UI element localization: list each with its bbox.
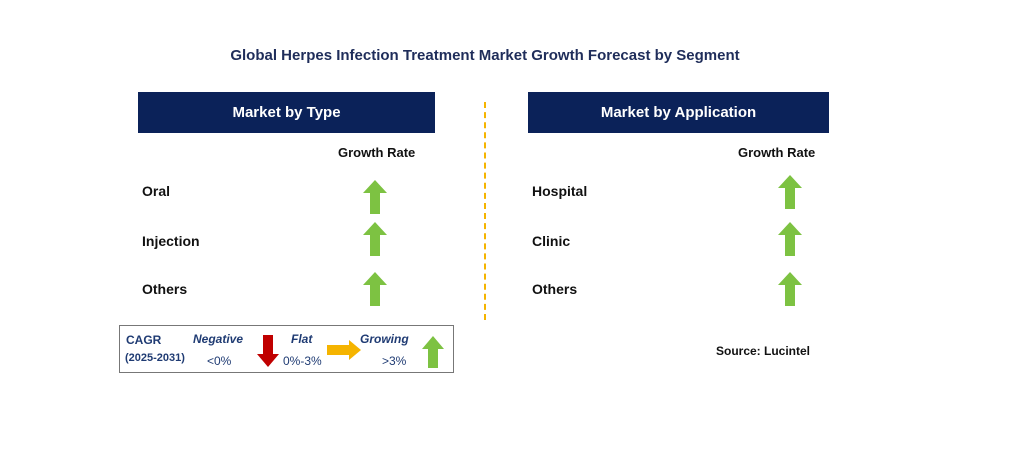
type-growth-rate-label: Growth Rate [338, 145, 416, 160]
legend-period-label: (2025-2031) [125, 352, 185, 364]
chart-title: Global Herpes Infection Treatment Market… [230, 47, 740, 64]
legend-negative-label: Negative [193, 332, 244, 346]
growing-arrow-icon [363, 180, 387, 214]
panel-divider [484, 102, 486, 320]
source-note: Source: Lucintel [716, 344, 811, 358]
type-row-label: Others [142, 281, 188, 297]
growing-arrow-icon [422, 336, 444, 368]
type-panel-header: Market by Type [138, 92, 435, 133]
type-row-label: Oral [142, 183, 171, 199]
type-panel: Market by Type Growth Rate Oral Injectio… [138, 92, 435, 306]
type-row-label: Injection [142, 233, 200, 249]
legend-flat-range: 0%-3% [283, 354, 322, 368]
application-growth-rate-label: Growth Rate [738, 145, 816, 160]
growing-arrow-icon [778, 222, 802, 256]
application-row-label: Others [532, 281, 578, 297]
legend-negative-range: <0% [207, 354, 232, 368]
growing-arrow-icon [363, 272, 387, 306]
application-panel: Market by Application Growth Rate Hospit… [528, 92, 829, 306]
growing-arrow-icon [778, 175, 802, 209]
legend-flat-label: Flat [291, 332, 313, 346]
application-row-label: Hospital [532, 183, 588, 199]
application-row-label: Clinic [532, 233, 571, 249]
application-panel-header: Market by Application [528, 92, 829, 133]
legend-cagr-label: CAGR [126, 333, 162, 347]
growing-arrow-icon [778, 272, 802, 306]
cagr-legend: CAGR (2025-2031) Negative <0% Flat 0%-3%… [119, 325, 454, 373]
negative-arrow-icon [257, 335, 279, 367]
flat-arrow-icon [327, 340, 361, 360]
legend-growing-range: >3% [382, 354, 407, 368]
legend-growing-label: Growing [360, 332, 409, 346]
growing-arrow-icon [363, 222, 387, 256]
